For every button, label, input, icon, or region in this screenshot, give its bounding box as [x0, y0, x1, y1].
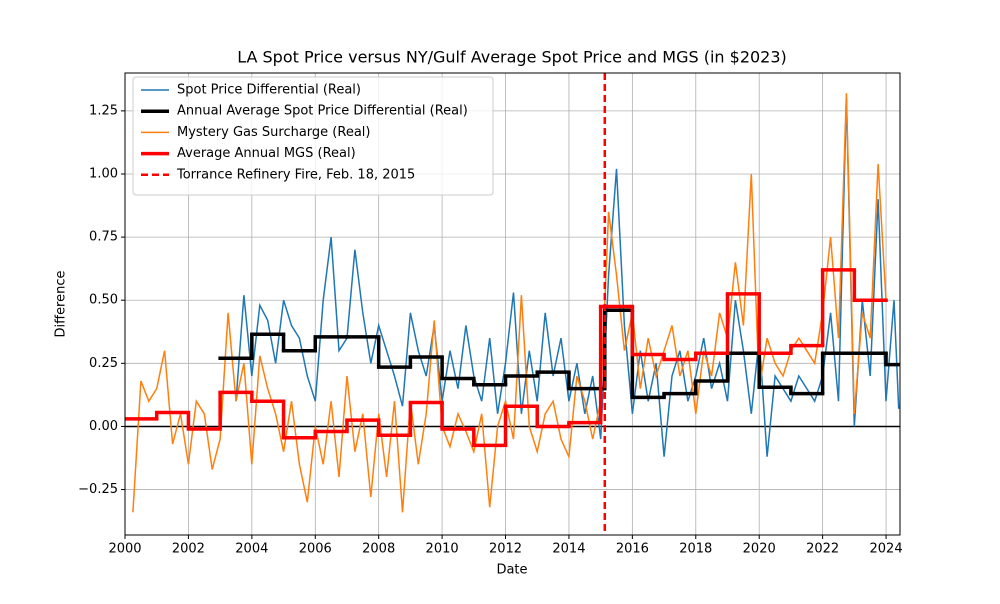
legend-label: Annual Average Spot Price Differential (…	[177, 104, 468, 119]
legend-label: Torrance Refinery Fire, Feb. 18, 2015	[176, 167, 415, 182]
y-tick-label: 1.00	[89, 166, 118, 181]
y-tick-label: 1.25	[89, 103, 118, 118]
y-tick-label: −0.25	[78, 482, 118, 497]
x-tick-label: 2016	[616, 542, 649, 557]
y-tick-label: 0.75	[89, 230, 118, 245]
y-tick-label: 0.00	[89, 419, 118, 434]
x-tick-label: 2020	[743, 542, 776, 557]
legend-label: Mystery Gas Surcharge (Real)	[177, 125, 370, 140]
y-tick-label: 0.50	[89, 293, 118, 308]
x-tick-label: 2006	[299, 542, 332, 557]
y-axis-label: Difference	[54, 270, 69, 337]
x-tick-label: 2012	[489, 542, 522, 557]
x-tick-label: 2010	[426, 542, 459, 557]
x-tick-label: 2000	[108, 542, 141, 557]
x-tick-label: 2024	[870, 542, 903, 557]
x-tick-label: 2018	[679, 542, 712, 557]
legend-box	[132, 76, 494, 196]
chart-title: LA Spot Price versus NY/Gulf Average Spo…	[237, 48, 787, 67]
plot-area	[125, 73, 900, 535]
x-tick-label: 2014	[552, 542, 585, 557]
x-tick-label: 2022	[806, 542, 839, 557]
legend-label: Spot Price Differential (Real)	[177, 83, 361, 98]
x-tick-label: 2002	[172, 542, 205, 557]
y-tick-label: 0.25	[89, 356, 118, 371]
plot-frame	[124, 72, 901, 536]
legend-label: Average Annual MGS (Real)	[177, 146, 356, 161]
x-axis-label: Date	[496, 563, 527, 578]
x-tick-label: 2004	[235, 542, 268, 557]
x-tick-label: 2008	[362, 542, 395, 557]
